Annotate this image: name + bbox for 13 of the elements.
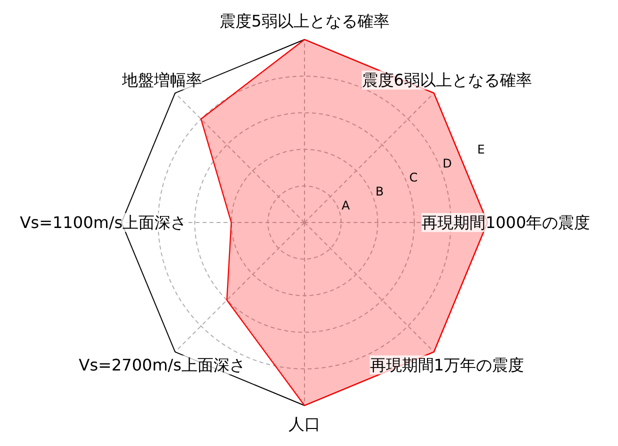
spoke-label: Vs=2700m/s上面深さ [78, 355, 246, 374]
y-tick-label: E [477, 142, 485, 156]
spoke-label: 地盤増幅率 [121, 70, 202, 90]
spoke-label: 人口 [288, 414, 320, 434]
spoke-label: 震度5弱以上となる確率 [219, 12, 390, 31]
spoke-label: 震度6弱以上となる確率 [362, 70, 532, 90]
spoke-label: 再現期間1万年の震度 [370, 355, 524, 374]
spoke-label: Vs=1100m/s上面深さ [20, 213, 187, 232]
y-tick-label: C [409, 170, 418, 184]
y-tick-label: B [375, 184, 384, 198]
y-tick-label: A [342, 198, 351, 212]
y-tick-label: D [442, 156, 452, 170]
spoke-label: 再現期間1000年の震度 [421, 213, 590, 232]
